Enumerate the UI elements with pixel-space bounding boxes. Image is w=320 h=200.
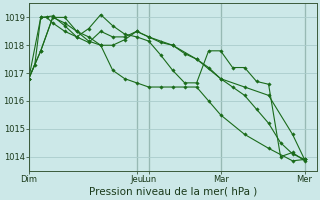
X-axis label: Pression niveau de la mer( hPa ): Pression niveau de la mer( hPa ) [89,187,257,197]
